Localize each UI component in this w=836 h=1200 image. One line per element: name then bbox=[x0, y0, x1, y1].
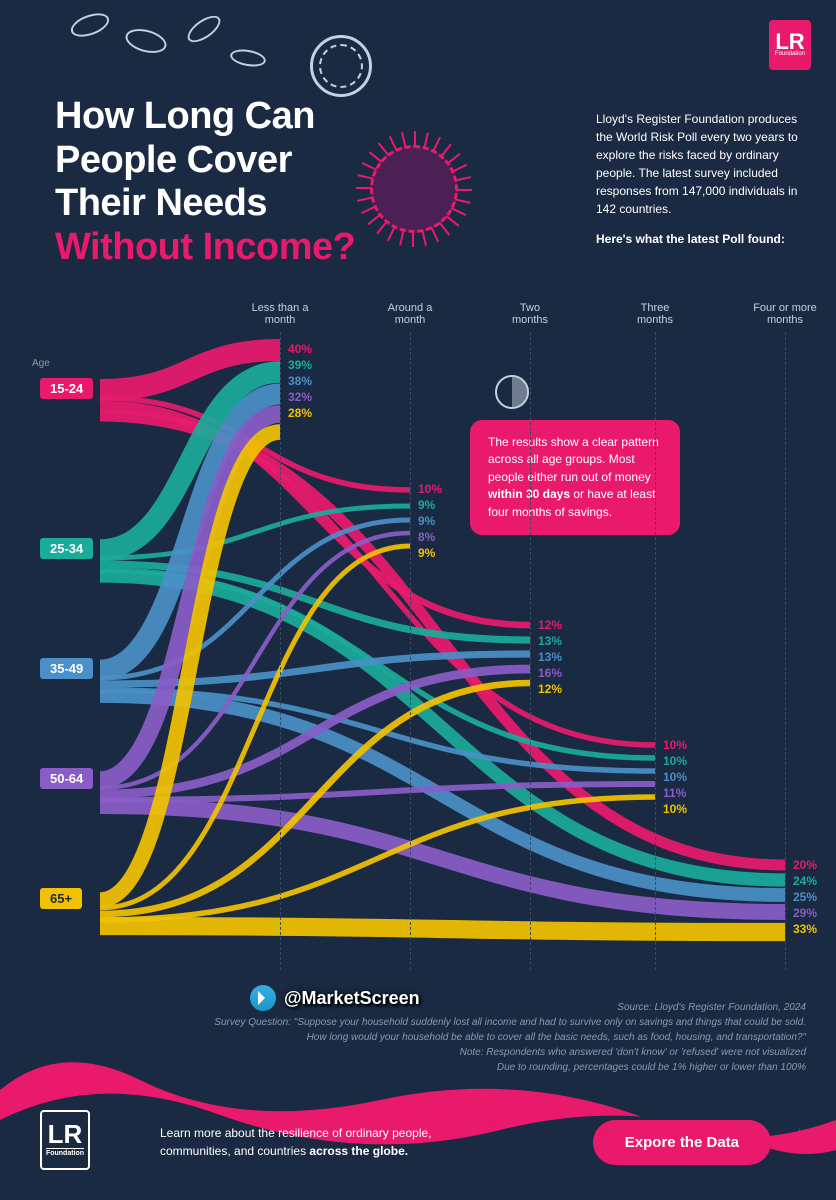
footer-text: Learn more about the resilience of ordin… bbox=[160, 1124, 450, 1160]
column-gridline bbox=[410, 332, 411, 970]
percentage-label: 10% bbox=[418, 482, 442, 496]
percentage-label: 10% bbox=[663, 754, 687, 768]
sankey-flow bbox=[100, 806, 785, 912]
percentage-label: 13% bbox=[538, 634, 562, 648]
percentage-label: 29% bbox=[793, 906, 817, 920]
source-line-1: Source: Lloyd's Register Foundation, 202… bbox=[206, 1000, 806, 1015]
percentage-label: 28% bbox=[288, 406, 312, 420]
percentage-label: 38% bbox=[288, 374, 312, 388]
footer-wave bbox=[0, 1030, 836, 1200]
percentage-label: 12% bbox=[538, 682, 562, 696]
percentage-label: 10% bbox=[663, 738, 687, 752]
infographic-page: LR Foundation How Long Can People Cover … bbox=[0, 0, 836, 1200]
callout-pre: The results show a clear pattern across … bbox=[488, 435, 659, 484]
percentage-label: 40% bbox=[288, 342, 312, 356]
cta-label: Expore the Data bbox=[625, 1134, 739, 1151]
percentage-label: 11% bbox=[663, 786, 686, 800]
age-group-label: 25-34 bbox=[40, 538, 93, 559]
percentage-label: 9% bbox=[418, 546, 435, 560]
main-title: How Long Can People Cover Their Needs Wi… bbox=[55, 95, 355, 270]
percentage-label: 39% bbox=[288, 358, 312, 372]
column-label: Around amonth bbox=[370, 302, 450, 326]
sankey-chart: Age The results show a clear pattern acr… bbox=[40, 320, 800, 970]
column-label: Less than amonth bbox=[240, 302, 320, 326]
percentage-label: 20% bbox=[793, 858, 817, 872]
column-gridline bbox=[280, 332, 281, 970]
description-text: Lloyd's Register Foundation produces the… bbox=[596, 112, 798, 216]
column-gridline bbox=[530, 332, 531, 970]
column-label: Four or moremonths bbox=[745, 302, 825, 326]
percentage-label: 9% bbox=[418, 498, 435, 512]
percentage-label: 24% bbox=[793, 874, 817, 888]
title-line-1: How Long Can bbox=[55, 95, 355, 139]
moon-icon bbox=[495, 375, 529, 409]
sankey-flow bbox=[100, 926, 785, 932]
insight-callout: The results show a clear pattern across … bbox=[470, 420, 680, 535]
age-group-label: 50-64 bbox=[40, 768, 93, 789]
column-gridline bbox=[655, 332, 656, 970]
footer-logo-text: LR bbox=[48, 1123, 83, 1146]
description-found: Here's what the latest Poll found: bbox=[596, 230, 806, 248]
footer-text-bold: across the globe. bbox=[309, 1144, 408, 1158]
brand-logo: LR Foundation bbox=[769, 20, 811, 70]
percentage-label: 16% bbox=[538, 666, 562, 680]
percentage-label: 33% bbox=[793, 922, 817, 936]
age-group-label: 65+ bbox=[40, 888, 82, 909]
footer-logo: LR Foundation bbox=[40, 1110, 90, 1170]
title-line-4: Without Income? bbox=[55, 226, 355, 270]
title-line-3: Their Needs bbox=[55, 182, 355, 226]
explore-data-button[interactable]: Expore the Data bbox=[593, 1120, 771, 1165]
percentage-label: 32% bbox=[288, 390, 312, 404]
age-group-label: 35-49 bbox=[40, 658, 93, 679]
age-group-label: 15-24 bbox=[40, 378, 93, 399]
sankey-flows bbox=[40, 320, 800, 970]
spark-icon: ✦ bbox=[788, 1122, 811, 1155]
description-block: Lloyd's Register Foundation produces the… bbox=[596, 110, 806, 248]
percentage-label: 9% bbox=[418, 514, 435, 528]
column-label: Twomonths bbox=[490, 302, 570, 326]
title-line-2: People Cover bbox=[55, 139, 355, 183]
percentage-label: 12% bbox=[538, 618, 562, 632]
percentage-label: 13% bbox=[538, 650, 562, 664]
sun-decoration bbox=[370, 145, 458, 233]
footer-logo-sub: Foundation bbox=[46, 1148, 84, 1157]
percentage-label: 25% bbox=[793, 890, 817, 904]
percentage-label: 8% bbox=[418, 530, 435, 544]
percentage-label: 10% bbox=[663, 770, 687, 784]
percentage-label: 10% bbox=[663, 802, 687, 816]
logo-text: LR bbox=[775, 32, 804, 52]
logo-subtext: Foundation bbox=[775, 52, 805, 57]
column-label: Threemonths bbox=[615, 302, 695, 326]
column-gridline bbox=[785, 332, 786, 970]
